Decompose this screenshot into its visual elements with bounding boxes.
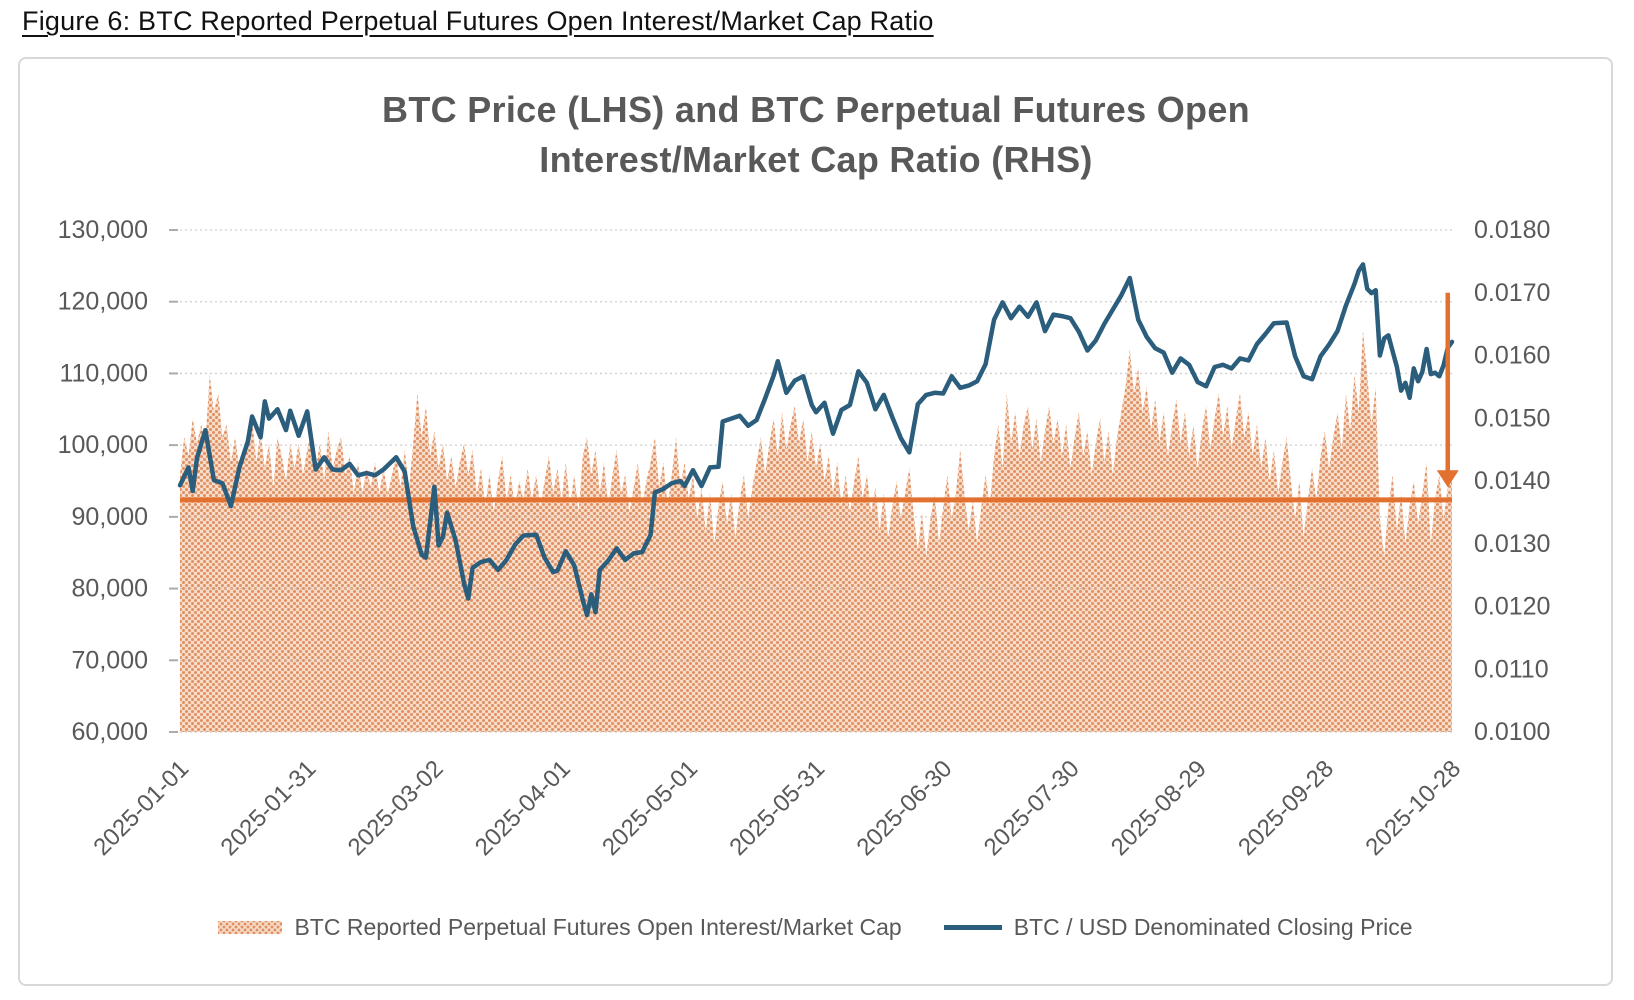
y-right-tick-label: 0.0150 <box>1474 404 1550 432</box>
y-left-tick-label: 120,000 <box>58 288 148 316</box>
ratio-area-legend-swatch <box>218 921 283 934</box>
price-legend-label: BTC / USD Denominated Closing Price <box>1013 914 1413 940</box>
y-left-tick-label: 90,000 <box>72 503 148 531</box>
x-tick-label: 2025-05-31 <box>724 755 830 861</box>
figure-caption: Figure 6: BTC Reported Perpetual Futures… <box>22 6 934 36</box>
price-line-series <box>177 262 1455 618</box>
x-tick-label: 2025-09-28 <box>1233 755 1339 861</box>
x-tick-label: 2025-05-01 <box>597 755 703 861</box>
x-tick-label: 2025-07-30 <box>979 755 1085 861</box>
y-left-tick-label: 70,000 <box>72 646 148 674</box>
y-left-tick-label: 60,000 <box>72 718 148 746</box>
chart-title-line2: Interest/Market Cap Ratio (RHS) <box>539 139 1093 180</box>
chart-plot-area: 130,000 120,000 110,000 100,000 90,000 80,000… <box>58 216 1551 861</box>
x-tick-label: 2025-01-31 <box>216 755 322 861</box>
y-right-tick-label: 0.0180 <box>1474 216 1550 244</box>
x-tick-label: 2025-04-01 <box>470 755 576 861</box>
y-right-tick-label: 0.0110 <box>1474 655 1549 683</box>
ratio-legend-label: BTC Reported Perpetual Futures Open Inte… <box>294 914 902 940</box>
x-tick-label: 2025-10-28 <box>1360 755 1466 861</box>
y-right-tick-label: 0.0170 <box>1474 279 1550 307</box>
chart-panel: BTC Price (LHS) and BTC Perpetual Future… <box>18 57 1613 986</box>
chart-legend: BTC Reported Perpetual Futures Open Inte… <box>20 914 1611 941</box>
price-line-legend-swatch <box>943 925 1002 930</box>
y-right-tick-label: 0.0130 <box>1474 530 1550 558</box>
y-right-tick-label: 0.0140 <box>1474 467 1550 495</box>
y-right-tick-label: 0.0160 <box>1474 342 1550 370</box>
down-arrow-head <box>1436 470 1459 488</box>
y-right-tick-label: 0.0120 <box>1474 593 1550 621</box>
chart-title: BTC Price (LHS) and BTC Perpetual Future… <box>180 85 1452 185</box>
x-tick-label: 2025-06-30 <box>852 755 958 861</box>
y-left-tick-label: 100,000 <box>58 431 148 459</box>
y-left-tick-label: 110,000 <box>59 359 148 387</box>
x-tick-label: 2025-08-29 <box>1106 755 1212 861</box>
y-right-tick-label: 0.0100 <box>1474 718 1550 746</box>
x-tick-label: 2025-03-02 <box>343 755 449 861</box>
x-tick-label: 2025-01-01 <box>88 755 194 861</box>
chart-title-line1: BTC Price (LHS) and BTC Perpetual Future… <box>382 89 1250 130</box>
ratio-area-series <box>180 330 1452 732</box>
y-left-tick-label: 130,000 <box>58 216 148 244</box>
y-left-tick-label: 80,000 <box>72 575 148 603</box>
